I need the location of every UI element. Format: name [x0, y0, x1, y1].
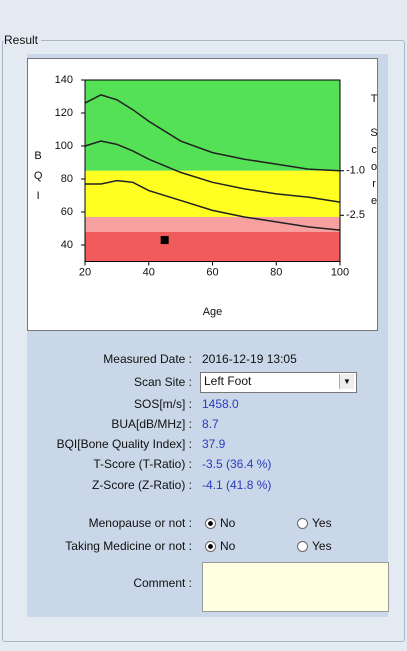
radio-label[interactable]: Yes: [312, 539, 332, 553]
field-label: Z-Score (Z-Ratio) :: [91, 478, 192, 492]
x-tick-label: 40: [143, 266, 155, 278]
band: [85, 80, 340, 171]
x-tick-label: 80: [270, 266, 282, 278]
y2-tick-label: -1.0: [346, 165, 365, 177]
field-label: Measured Date :: [103, 352, 192, 366]
y-tick-label: 100: [55, 140, 73, 152]
y-tick-label: 80: [61, 173, 73, 185]
field-label: T-Score (T-Ratio) :: [93, 457, 192, 471]
select-value[interactable]: Left Foot: [204, 374, 252, 388]
y-tick-label: 40: [61, 239, 73, 251]
field-label: Scan Site :: [133, 375, 192, 389]
radio-label[interactable]: No: [220, 516, 236, 530]
field-label: BQI[Bone Quality Index] :: [56, 437, 192, 451]
field-value: 2016-12-19 13:05: [202, 352, 297, 366]
field-value: 8.7: [202, 417, 219, 431]
radio-button[interactable]: [297, 518, 308, 529]
y-tick-label: 60: [61, 206, 73, 218]
field-value: -3.5 (36.4 %): [202, 457, 272, 471]
radio-button[interactable]: [205, 541, 216, 552]
field-label: SOS[m/s] :: [133, 397, 192, 411]
field-label: BUA[dB/MHz] :: [111, 417, 192, 431]
field-value: 37.9: [202, 437, 226, 451]
field-label: Taking Medicine or not :: [65, 539, 192, 553]
radio-button[interactable]: [205, 518, 216, 529]
curve: [84, 94, 341, 172]
band: [85, 231, 340, 262]
x-tick-label: 20: [79, 266, 91, 278]
y2-axis-label: T Score: [368, 93, 380, 212]
y-tick-label: 120: [55, 107, 73, 119]
scan-site-select[interactable]: [200, 372, 357, 393]
curve: [85, 179, 341, 231]
x-tick-label: 60: [206, 266, 218, 278]
radio-label[interactable]: No: [220, 539, 236, 553]
band: [85, 170, 340, 217]
group-title: Result: [4, 33, 42, 47]
curve: [84, 140, 341, 203]
y-axis-label: BQI: [32, 150, 44, 210]
field-value: 1458.0: [202, 397, 239, 411]
point: [160, 236, 169, 245]
x-axis-label: Age: [203, 306, 223, 318]
chart: 20 40 60 80 100 40 60 80 100 120 140 -1.0 -2.5 Age BQI…: [32, 74, 380, 318]
comment-textbox[interactable]: [202, 562, 389, 612]
x-tick-label: 100: [331, 266, 349, 278]
group-frame: [2, 40, 405, 642]
y-tick-label: 140: [55, 74, 73, 86]
select-arrow[interactable]: ▼: [339, 374, 354, 389]
field-label: Menopause or not :: [88, 516, 192, 530]
band: [85, 216, 340, 232]
field-label: Comment :: [133, 576, 192, 590]
radio-button[interactable]: [297, 541, 308, 552]
radio-label[interactable]: Yes: [312, 516, 332, 530]
field-value: -4.1 (41.8 %): [202, 478, 272, 492]
y2-tick-label: -2.5: [346, 209, 365, 221]
